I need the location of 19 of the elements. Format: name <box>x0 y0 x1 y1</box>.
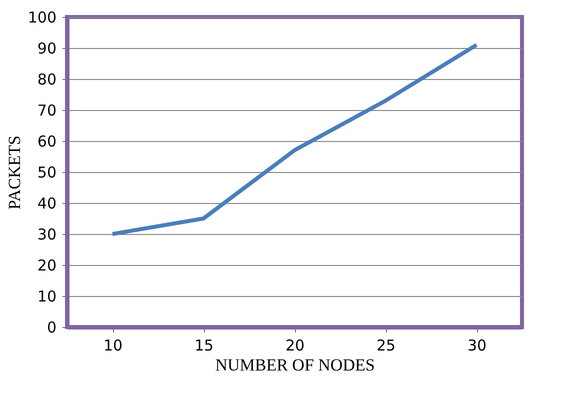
y-tick-label: 30 <box>37 226 56 244</box>
y-tick-label: 80 <box>37 70 56 88</box>
x-tick-label: 15 <box>194 336 214 354</box>
x-tick-label: 25 <box>376 336 396 354</box>
line-series <box>110 42 478 236</box>
y-tick-label: 50 <box>37 164 56 182</box>
x-tick-label: 20 <box>285 336 305 354</box>
y-tick-label: 0 <box>46 318 56 336</box>
y-tick-label: 20 <box>37 256 56 274</box>
y-tick-label: 100 <box>28 8 56 26</box>
y-tick-label: 70 <box>37 102 56 120</box>
x-axis-title: NUMBER OF NODES <box>215 356 375 374</box>
y-tick-label: 60 <box>37 132 56 150</box>
y-tick-label: 40 <box>37 194 56 212</box>
y-tick-label: 90 <box>37 40 56 58</box>
y-tick-label: 10 <box>37 288 56 306</box>
x-tick-label: 30 <box>467 336 487 354</box>
y-axis-title: PACKETS <box>4 135 24 210</box>
x-tick-label: 10 <box>103 336 123 354</box>
